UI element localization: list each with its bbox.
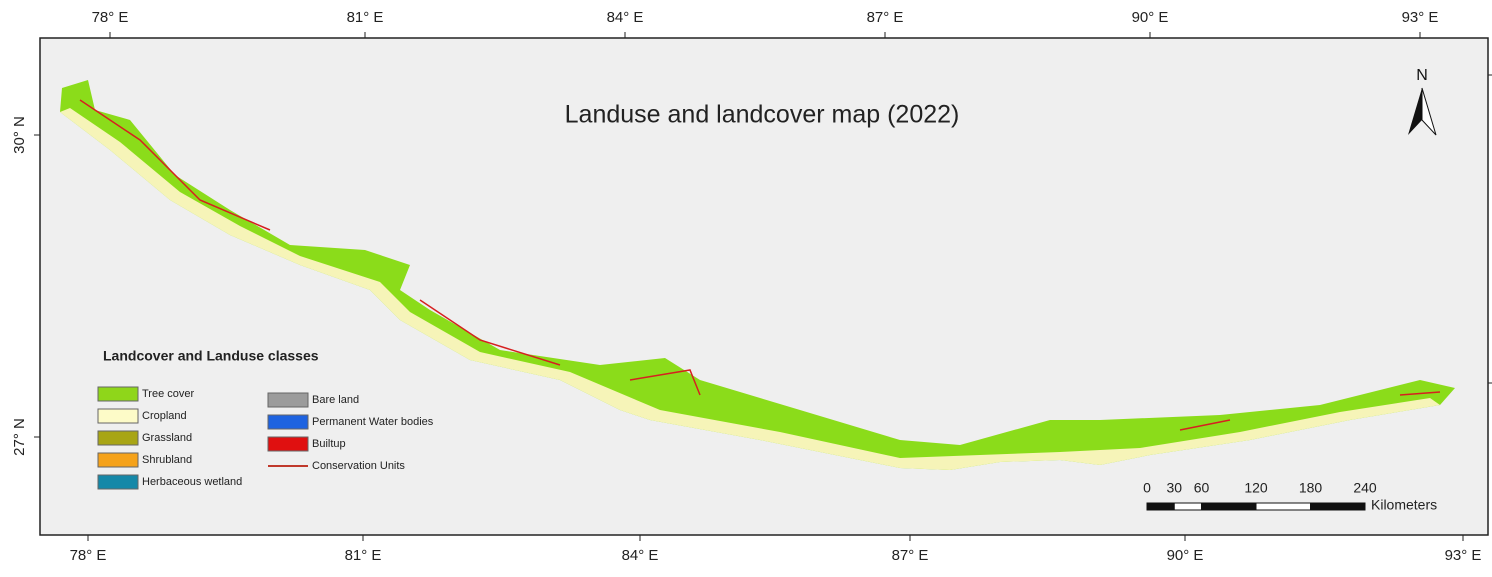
legend-label: Cropland: [142, 410, 187, 422]
north-arrow: [1421, 87, 1437, 136]
legend-swatch: [97, 474, 139, 490]
legend-label: Builtup: [312, 438, 346, 450]
legend-swatch: [97, 408, 139, 424]
legend-swatch: [97, 430, 139, 446]
legend-title: Landcover and Landuse classes: [103, 348, 319, 364]
bottom-axis-label: 78° E: [70, 547, 107, 564]
legend-label: Herbaceous wetland: [142, 476, 242, 488]
scale-segment: [1146, 502, 1175, 511]
scale-label: 30: [1166, 480, 1182, 496]
scale-label: 120: [1244, 480, 1268, 496]
axes: 78° E 81° E 84° E 87° E 90° E 93° E 78° E 81° E…: [11, 9, 1481, 564]
scale-label: 0: [1143, 480, 1151, 496]
legend-swatch: [97, 452, 139, 468]
bottom-axis-label: 90° E: [1167, 547, 1204, 564]
bottom-axis-label: 81° E: [345, 547, 382, 564]
left-axis-label: 27° N: [11, 418, 28, 456]
scale-segment: [1310, 502, 1366, 511]
scale-label: 60: [1194, 480, 1210, 496]
legend-label: Permanent Water bodies: [312, 416, 434, 428]
legend-label: Shrubland: [142, 454, 192, 466]
top-axis-label: 87° E: [867, 9, 904, 26]
north-arrow: [1408, 88, 1422, 135]
conservation-units: [79, 99, 1441, 431]
scale-unit: Kilometers: [1371, 497, 1437, 513]
left-axis-label: 30° N: [11, 116, 28, 154]
north-label: N: [1416, 67, 1428, 84]
legend-label: Grassland: [142, 432, 192, 444]
top-axis-label: 90° E: [1132, 9, 1169, 26]
top-axis-label: 93° E: [1402, 9, 1439, 26]
legend-label: Conservation Units: [312, 460, 405, 472]
legend-swatch: [267, 392, 309, 408]
scale-segment: [1255, 502, 1311, 511]
legend-label: Bare land: [312, 394, 359, 406]
scale-segment: [1173, 502, 1202, 511]
scale-label: 240: [1353, 480, 1377, 496]
legend-label: Tree cover: [142, 388, 195, 400]
legend-swatch: [267, 414, 309, 430]
bottom-axis-label: 87° E: [892, 547, 929, 564]
scale-label: 180: [1299, 480, 1323, 496]
legend-swatch: [267, 436, 309, 452]
top-axis-label: 81° E: [347, 9, 384, 26]
legend-swatch: [97, 386, 139, 402]
bottom-axis-label: 93° E: [1445, 547, 1482, 564]
top-axis-label: 78° E: [92, 9, 129, 26]
scale-segment: [1201, 502, 1257, 511]
map-title: Landuse and landcover map (2022): [565, 101, 960, 129]
legend: Tree cover Cropland Grassland Shrubland Herb…: [97, 386, 434, 490]
map-frame: [39, 37, 1489, 536]
top-axis-label: 84° E: [607, 9, 644, 26]
bottom-axis-label: 84° E: [622, 547, 659, 564]
